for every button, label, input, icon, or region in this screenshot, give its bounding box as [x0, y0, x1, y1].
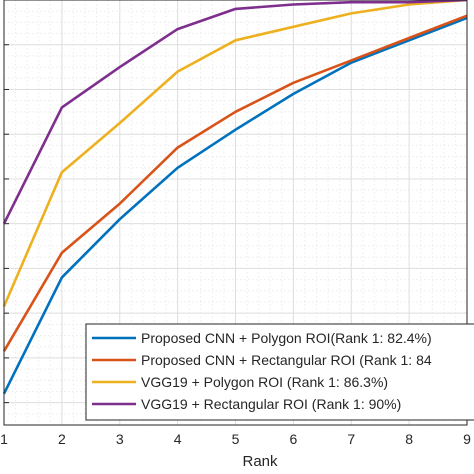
x-tick-label: 4 [174, 431, 182, 447]
x-tick-label: 8 [405, 431, 413, 447]
legend-label-4: VGG19 + Rectangular ROI (Rank 1: 90%) [141, 396, 401, 412]
x-tick-label: 3 [116, 431, 124, 447]
legend-box [85, 323, 474, 421]
series-lines [2, 0, 468, 395]
legend: Proposed CNN + Polygon ROI(Rank 1: 82.4%… [85, 323, 474, 421]
series-line-2 [2, 14, 468, 352]
legend-label-3: VGG19 + Polygon ROI (Rank 1: 86.3%) [141, 374, 388, 390]
x-tick-label: 9 [463, 431, 471, 447]
plot-frame [3, 0, 468, 426]
legend-label-1: Proposed CNN + Polygon ROI(Rank 1: 82.4%… [141, 330, 432, 346]
x-tick-label: 7 [347, 431, 355, 447]
x-tick-label: 2 [58, 431, 66, 447]
x-axis-label: Rank [242, 453, 278, 470]
x-tick-label: 5 [232, 431, 240, 447]
series-line-3 [2, 0, 468, 307]
legend-label-2: Proposed CNN + Rectangular ROI (Rank 1: … [141, 352, 432, 368]
series-line-1 [2, 16, 468, 395]
series-line-4 [2, 0, 468, 225]
x-tick-label: 1 [0, 431, 8, 447]
x-tick-label: 6 [289, 431, 297, 447]
x-tick-labels: 1 2 3 4 5 6 7 8 9 [0, 431, 471, 447]
